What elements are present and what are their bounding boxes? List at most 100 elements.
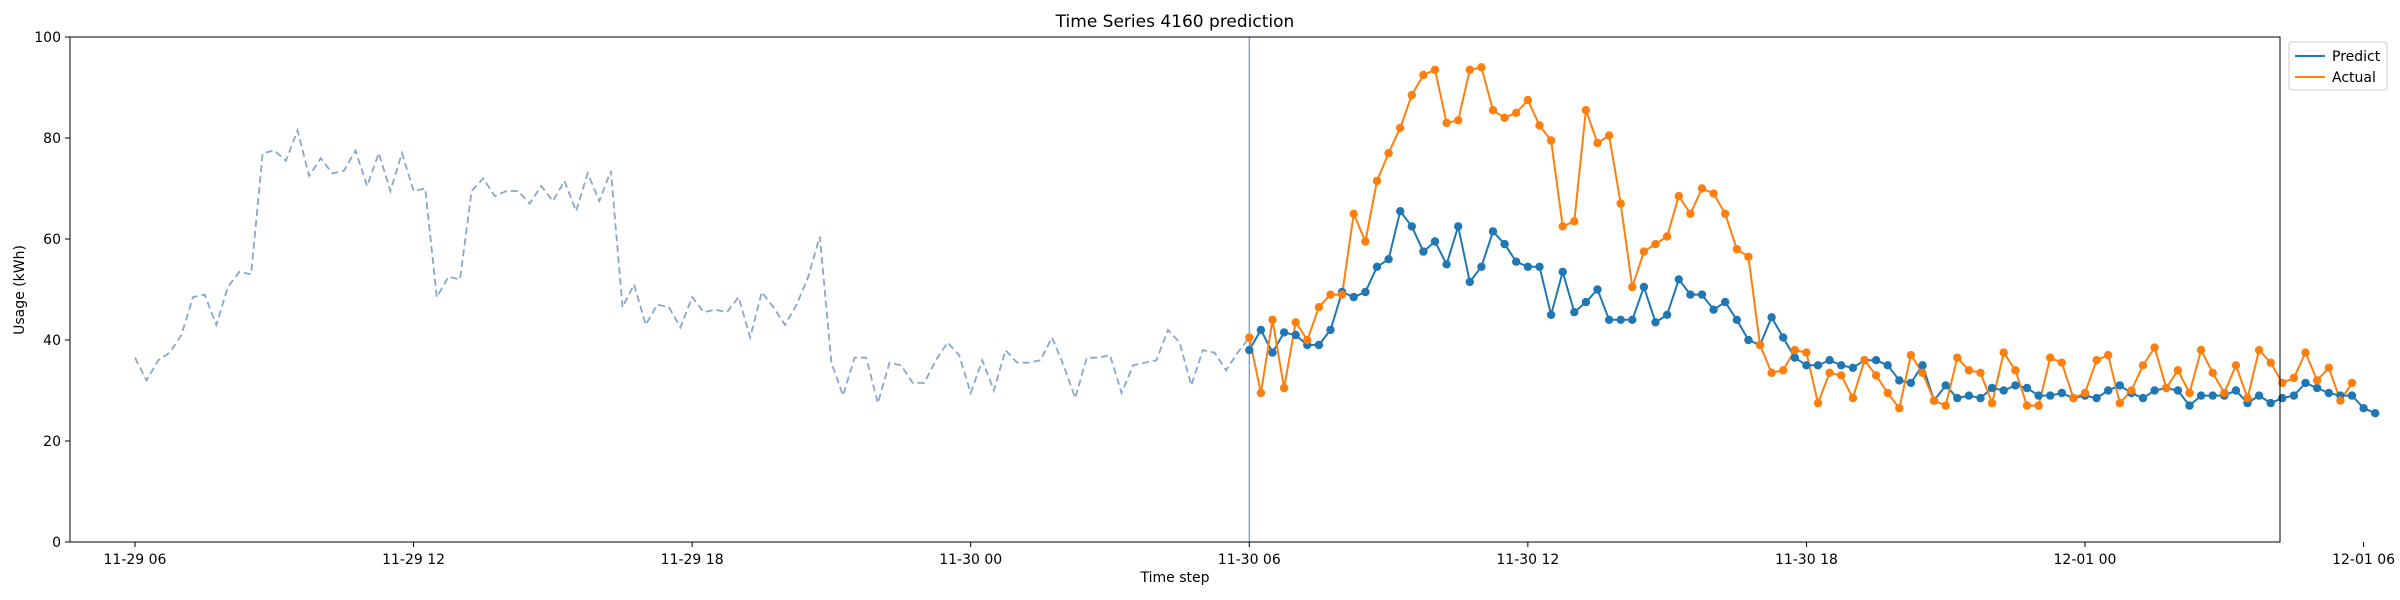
actual-point bbox=[1732, 244, 1742, 254]
actual-point bbox=[2034, 401, 2043, 410]
predict-point bbox=[1767, 313, 1776, 322]
predict-point bbox=[1987, 383, 1997, 393]
x-tick-label: 11-30 06 bbox=[1218, 552, 1281, 568]
actual-point bbox=[2196, 345, 2206, 355]
predict-point bbox=[2196, 391, 2206, 400]
actual-point bbox=[2312, 376, 2322, 385]
actual-point bbox=[1813, 398, 1823, 408]
actual-point bbox=[2243, 393, 2252, 403]
actual-point bbox=[1744, 252, 1753, 261]
predict-point bbox=[2231, 386, 2241, 395]
predict-point bbox=[2150, 386, 2159, 395]
actual-point bbox=[1964, 366, 1974, 375]
predict-point bbox=[1848, 363, 1858, 372]
actual-point bbox=[1407, 90, 1417, 100]
actual-point bbox=[1465, 65, 1475, 75]
actual-point bbox=[2080, 388, 2090, 398]
actual-point bbox=[1546, 136, 1556, 145]
actual-point bbox=[2022, 401, 2032, 410]
predict-point bbox=[1744, 335, 1753, 345]
predict-point bbox=[2115, 381, 2124, 390]
legend-actual-label: Actual bbox=[2332, 70, 2376, 86]
actual-point bbox=[1906, 350, 1916, 360]
predict-point bbox=[2266, 398, 2275, 408]
actual-point bbox=[1628, 282, 1637, 292]
history-line bbox=[134, 127, 1251, 407]
actual-point bbox=[1326, 290, 1335, 299]
actual-point bbox=[1616, 199, 1625, 208]
actual-point bbox=[2127, 386, 2136, 395]
predict-point bbox=[1407, 222, 1417, 231]
predict-point bbox=[2324, 388, 2333, 398]
actual-point bbox=[2336, 396, 2345, 405]
predict-point bbox=[1361, 287, 1370, 297]
actual-point bbox=[1709, 189, 1718, 198]
y-tick-label: 60 bbox=[43, 232, 61, 248]
predict-point bbox=[1651, 318, 1660, 327]
actual-point bbox=[1581, 106, 1591, 115]
actual-point bbox=[1477, 63, 1486, 72]
predict-point bbox=[2359, 404, 2368, 413]
legend: Predict Actual bbox=[2288, 41, 2388, 91]
predict-point bbox=[2254, 391, 2264, 400]
actual-point bbox=[1523, 95, 1533, 105]
predict-point bbox=[1732, 315, 1742, 324]
actual-point bbox=[1604, 131, 1614, 140]
y-tick-label: 80 bbox=[43, 131, 61, 147]
predict-point bbox=[1895, 376, 1904, 385]
actual-point bbox=[1361, 237, 1370, 246]
actual-point bbox=[2138, 361, 2148, 370]
actual-point bbox=[2289, 373, 2299, 383]
x-tick-label: 12-01 00 bbox=[2054, 552, 2117, 568]
actual-point bbox=[1500, 113, 1509, 123]
actual-point bbox=[1837, 371, 1846, 380]
predict-point bbox=[1570, 308, 1579, 317]
predict-point bbox=[1953, 393, 1962, 403]
predict-point bbox=[1964, 391, 1974, 400]
actual-point bbox=[1303, 335, 1312, 345]
predict-point bbox=[1268, 348, 1277, 357]
actual-markers bbox=[1245, 63, 2357, 413]
actual-point bbox=[2347, 378, 2357, 388]
predict-point bbox=[2011, 381, 2020, 390]
actual-point bbox=[2220, 388, 2229, 398]
predict-point bbox=[1802, 361, 1811, 370]
actual-point bbox=[1558, 222, 1567, 231]
predict-point bbox=[1546, 310, 1556, 319]
actual-point bbox=[2301, 348, 2310, 357]
actual-point bbox=[1349, 209, 1358, 218]
predict-point bbox=[1465, 277, 1475, 287]
predict-point bbox=[1372, 262, 1382, 271]
y-axis-label: Usage (kWh) bbox=[12, 245, 28, 335]
actual-point bbox=[1767, 368, 1776, 377]
actual-point bbox=[1639, 247, 1649, 256]
actual-point bbox=[1291, 318, 1300, 327]
predict-point bbox=[1906, 378, 1916, 388]
actual-point bbox=[2254, 345, 2264, 355]
x-tick-label: 11-29 18 bbox=[661, 552, 724, 568]
actual-point bbox=[1825, 368, 1834, 377]
predict-point bbox=[2185, 401, 2194, 410]
predict-point bbox=[1430, 237, 1440, 246]
predict-point bbox=[1999, 386, 2008, 395]
predict-point bbox=[1686, 290, 1695, 299]
predict-point bbox=[2371, 409, 2380, 418]
actual-point bbox=[1871, 371, 1881, 380]
actual-point bbox=[1454, 116, 1463, 125]
predict-point bbox=[1593, 285, 1602, 294]
predict-point bbox=[1883, 361, 1892, 370]
actual-point bbox=[2173, 366, 2183, 375]
actual-point bbox=[1430, 65, 1440, 75]
predict-point bbox=[2057, 388, 2066, 398]
predict-point bbox=[1871, 356, 1881, 365]
actual-point bbox=[1929, 396, 1939, 405]
predict-point bbox=[1813, 361, 1823, 370]
predict-point bbox=[1500, 239, 1509, 249]
y-tick-label: 20 bbox=[43, 434, 61, 450]
predict-point bbox=[1837, 361, 1846, 370]
actual-point bbox=[2011, 366, 2020, 375]
actual-point bbox=[1987, 398, 1997, 408]
predict-point bbox=[1384, 255, 1393, 264]
predict-point bbox=[1454, 222, 1463, 231]
